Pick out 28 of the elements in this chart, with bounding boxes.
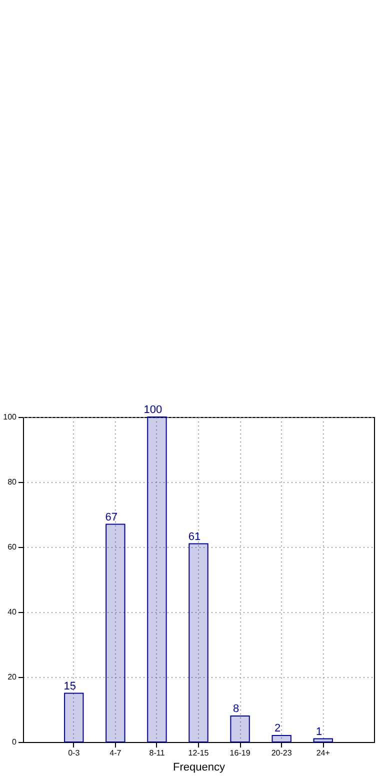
data-label: 15 (64, 680, 76, 692)
x-tick-label: 16-19 (230, 748, 251, 758)
bar (64, 692, 84, 742)
bar (313, 738, 333, 742)
data-label: 61 (188, 530, 201, 543)
x-tick-label: 8-11 (149, 748, 166, 758)
bar (106, 524, 126, 742)
data-label: 2 (274, 722, 281, 734)
x-tick-label: 12-15 (188, 748, 210, 758)
bar (147, 416, 167, 742)
bar (272, 735, 292, 742)
bar (188, 543, 208, 742)
x-tick-label: 4-7 (110, 748, 122, 758)
y-tick-label: 40 (8, 608, 18, 616)
x-tick-label: 0-3 (68, 748, 80, 758)
y-tick-label: 60 (8, 542, 18, 552)
y-tick-label: 80 (8, 478, 18, 486)
y-tick-label: 0 (12, 738, 18, 746)
data-label: 1 (316, 726, 322, 738)
x-tick-label: 24+ (316, 748, 330, 758)
x-axis-title: Frequency (173, 762, 226, 774)
data-label: 100 (144, 404, 162, 416)
x-tick-label: 20-23 (271, 748, 292, 758)
y-tick-label: 100 (3, 412, 18, 422)
data-label: 8 (232, 703, 240, 715)
y-tick-label: 20 (8, 672, 18, 682)
bar (230, 716, 250, 742)
data-label: 67 (105, 511, 118, 524)
